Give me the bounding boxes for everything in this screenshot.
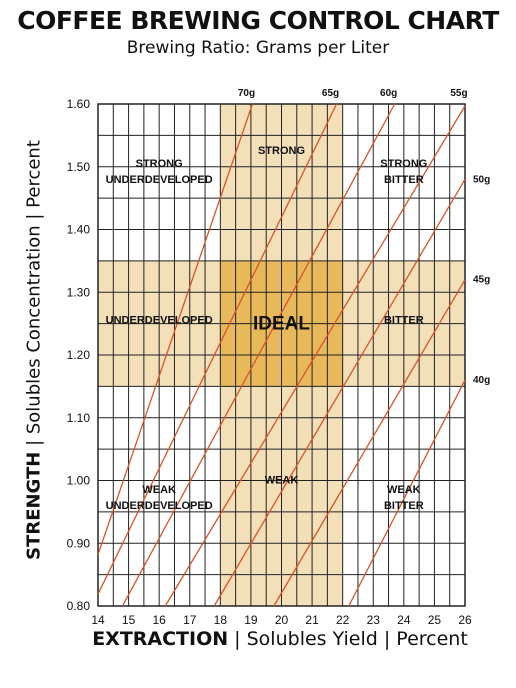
- x-tick-label: 17: [183, 613, 197, 627]
- ratio-line-45g: [273, 279, 466, 607]
- chart-title: COFFEE BREWING CONTROL CHART: [17, 6, 499, 35]
- ratio-label-45g: 45g: [473, 275, 490, 286]
- zone-label: UNDERDEVELOPED: [106, 500, 213, 512]
- x-tick-label: 15: [122, 613, 136, 627]
- ratio-line-70g: [97, 103, 254, 555]
- y-tick-label: 1.10: [67, 411, 91, 425]
- x-tick-label: 22: [336, 613, 350, 627]
- x-tick-label: 25: [428, 613, 442, 627]
- zone-label: STRONG: [136, 158, 183, 170]
- x-tick-label: 23: [367, 613, 381, 627]
- y-axis-title-rest: | Solubles Concentration | Percent: [23, 140, 45, 452]
- x-axis-title-rest: | Solubles Yield | Percent: [228, 628, 468, 650]
- zone-label: BITTER: [384, 500, 424, 512]
- ratio-line-65g: [97, 103, 338, 595]
- chart-subtitle: Brewing Ratio: Grams per Liter: [126, 38, 390, 58]
- x-tick-label: 19: [244, 613, 258, 627]
- y-tick-label: 1.40: [67, 223, 91, 237]
- ratio-line-40g: [348, 379, 466, 607]
- x-tick-label: 26: [458, 613, 472, 627]
- y-axis-title: STRENGTH | Solubles Concentration | Perc…: [24, 70, 45, 630]
- y-tick-label: 1.50: [67, 160, 91, 174]
- zone-label-ideal: IDEAL: [253, 314, 310, 335]
- x-tick-label: 21: [305, 613, 319, 627]
- ratio-label-70g: 70g: [238, 88, 255, 99]
- zone-label: BITTER: [384, 174, 424, 186]
- ratio-line-50g: [213, 178, 466, 607]
- x-tick-label: 20: [275, 613, 289, 627]
- ratio-label-60g: 60g: [380, 88, 397, 99]
- y-tick-label: 0.80: [67, 599, 91, 613]
- x-axis-title-strong: EXTRACTION: [92, 628, 229, 650]
- plot-border: [97, 103, 466, 607]
- ratio-label-40g: 40g: [473, 375, 490, 386]
- zone-label: BITTER: [384, 315, 424, 327]
- zone-label: WEAK: [142, 484, 176, 496]
- zone-label: WEAK: [387, 484, 421, 496]
- zone-label: WEAK: [265, 475, 299, 487]
- x-tick-label: 24: [397, 613, 411, 627]
- y-tick-label: 1.60: [67, 97, 91, 111]
- zone-label: STRONG: [380, 158, 427, 170]
- ratio-label-65g: 65g: [322, 88, 339, 99]
- y-axis-title-strong: STRENGTH: [23, 451, 45, 560]
- ratio-label-55g: 55g: [450, 88, 467, 99]
- ratio-line-60g: [121, 103, 396, 607]
- ratio-line-55g: [164, 105, 466, 607]
- ratio-label-50g: 50g: [473, 174, 490, 185]
- zone-label: UNDERDEVELOPED: [106, 315, 213, 327]
- y-tick-label: 1.20: [67, 348, 91, 362]
- zone-label: STRONG: [258, 145, 305, 157]
- zone-label: UNDERDEVELOPED: [106, 174, 213, 186]
- x-tick-label: 18: [214, 613, 228, 627]
- x-tick-label: 16: [152, 613, 166, 627]
- y-tick-label: 1.30: [67, 285, 91, 299]
- y-tick-label: 0.90: [67, 536, 91, 550]
- x-tick-label: 14: [91, 613, 105, 627]
- y-tick-label: 1.00: [67, 474, 91, 488]
- x-axis-title: EXTRACTION | Solubles Yield | Percent: [0, 628, 516, 650]
